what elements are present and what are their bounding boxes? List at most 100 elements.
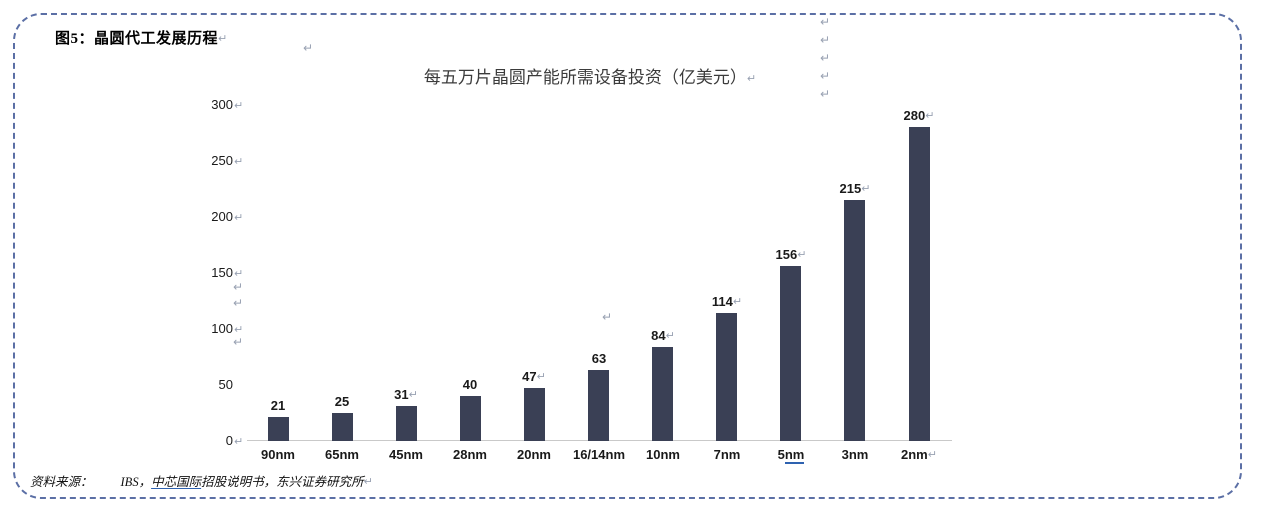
x-axis-label-underlined-text[interactable]: nm [784,447,805,464]
bar-value-label: 63 [567,351,631,367]
x-axis-label-text: 3nm [841,447,869,462]
paragraph-mark-icon: ↵ [820,15,831,29]
x-axis-label: 45nm [368,447,444,463]
paragraph-mark-icon: ↵ [927,448,937,461]
bar-value-text: 215 [839,181,862,196]
bar-value-text: 280 [903,108,926,123]
x-axis-label-text: 28nm [453,447,487,462]
x-axis-label-text: 10nm [646,447,680,462]
bar [268,417,289,441]
bar [524,388,545,441]
bar [909,127,930,441]
y-axis-label: 300 ↵ [193,97,243,113]
bar-value-label: 40 [438,377,502,393]
paragraph-mark-icon: ↵ [234,435,244,448]
bar-value-label: 280↵ [887,108,951,124]
paragraph-mark-icon: ↵ [536,370,546,383]
bar-value-label: 25 [310,394,374,410]
x-axis-label-text: 7nm [713,447,741,462]
source-text: IBS，中芯国际招股说明书，东兴证券研究所 [121,475,364,489]
bar-value-text: 63 [591,351,607,366]
y-axis-label: 100 ↵ [193,321,243,337]
paragraph-mark-icon: ↵ [665,329,675,342]
bar-value-label: 31↵ [374,387,438,403]
chart-title-text: 每五万片晶圆产能所需设备投资（亿美元） [423,68,747,87]
bar-value-text: 21 [270,398,286,413]
source-segment: 招股说明书，东兴证券研究所 [201,475,364,489]
paragraph-mark-icon: ↵ [234,155,244,168]
paragraph-mark-icon: ↵ [820,69,831,83]
paragraph-mark-icon: ↵ [234,267,244,280]
bar [396,406,417,441]
x-axis-label: 90nm [240,447,316,463]
y-axis-label-text: 100 [211,321,233,336]
paragraph-mark-icon: ↵ [746,72,757,85]
paragraph-mark-icon: ↵ [233,335,244,349]
y-axis-label: 50 [193,377,233,393]
source-segment: IBS， [120,475,152,489]
x-axis-label: 10nm [625,447,701,463]
bar-value-label: 84↵ [631,328,695,344]
source-prefix: 资料来源： [30,475,93,489]
bar [652,347,673,441]
paragraph-mark-icon: ↵ [820,87,831,101]
x-axis-label-text: 2nm [901,447,928,462]
paragraph-mark-icon: ↵ [234,211,244,224]
bar-value-label: 215↵ [823,181,887,197]
paragraph-mark-icon: ↵ [234,323,244,336]
chart-title: 每五万片晶圆产能所需设备投资（亿美元）↵ [340,63,840,88]
y-axis-label: 200 ↵ [193,209,243,225]
bar [844,200,865,441]
bar-value-text: 25 [334,394,350,409]
figure-label-text: 图5：晶圆代工发展历程 [55,31,219,47]
x-axis-label: 20nm [496,447,572,463]
x-axis-label-text: 45nm [389,447,423,462]
y-axis-label: 0 ↵ [193,433,243,449]
y-axis-label-text: 300 [211,97,233,112]
paragraph-mark-icon: ↵ [602,310,613,324]
paragraph-mark-icon: ↵ [303,41,314,55]
y-axis-label: 150 ↵ [193,265,243,281]
bar-value-text: 31 [394,387,409,402]
bar-value-text: 47 [522,369,537,384]
x-axis-label-text: 20nm [517,447,551,462]
x-axis-label-text: 65nm [325,447,359,462]
source-line: 资料来源： IBS，中芯国际招股说明书，东兴证券研究所↵ [30,471,373,490]
bar-value-label: 47↵ [502,369,566,385]
paragraph-mark-icon: ↵ [233,280,244,294]
x-axis-label: 65nm [304,447,380,463]
paragraph-mark-icon: ↵ [408,388,418,401]
bar-value-text: 114 [711,294,733,309]
y-axis-label-text: 0 [225,433,233,448]
source-link[interactable]: 中芯国际 [151,475,202,489]
paragraph-mark-icon: ↵ [732,295,743,308]
y-axis-label-text: 250 [211,153,233,168]
bar [460,396,481,441]
x-axis-label-text: 16/14nm [572,447,626,462]
paragraph-mark-icon: ↵ [363,475,373,488]
paragraph-mark-icon: ↵ [820,51,831,65]
x-axis-label: 16/14nm [561,447,637,463]
bar-value-label: 156↵ [759,247,823,263]
x-axis-label: 3nm [817,447,893,463]
paragraph-mark-icon: ↵ [861,182,871,195]
paragraph-mark-icon: ↵ [218,32,228,45]
paragraph-mark-icon: ↵ [797,248,807,261]
x-axis-label: 7nm [689,447,765,463]
y-axis-label-text: 150 [211,265,233,280]
x-axis-label: 2nm↵ [881,447,957,463]
x-axis-label: 28nm [432,447,508,463]
bar-value-text: 84 [651,328,666,343]
y-axis-label-text: 50 [218,377,233,392]
figure-border [13,13,1242,499]
bar [332,413,353,441]
x-axis-label-text: 5 [777,447,785,462]
y-axis-label-text: 200 [211,209,233,224]
bar-value-text: 156 [775,247,798,262]
paragraph-mark-icon: ↵ [820,33,831,47]
bar-value-label: 21 [246,398,310,414]
bar-value-label: 114↵ [695,294,759,310]
x-axis-label: 5nm [753,447,829,464]
paragraph-mark-icon: ↵ [233,296,244,310]
bar [780,266,801,441]
